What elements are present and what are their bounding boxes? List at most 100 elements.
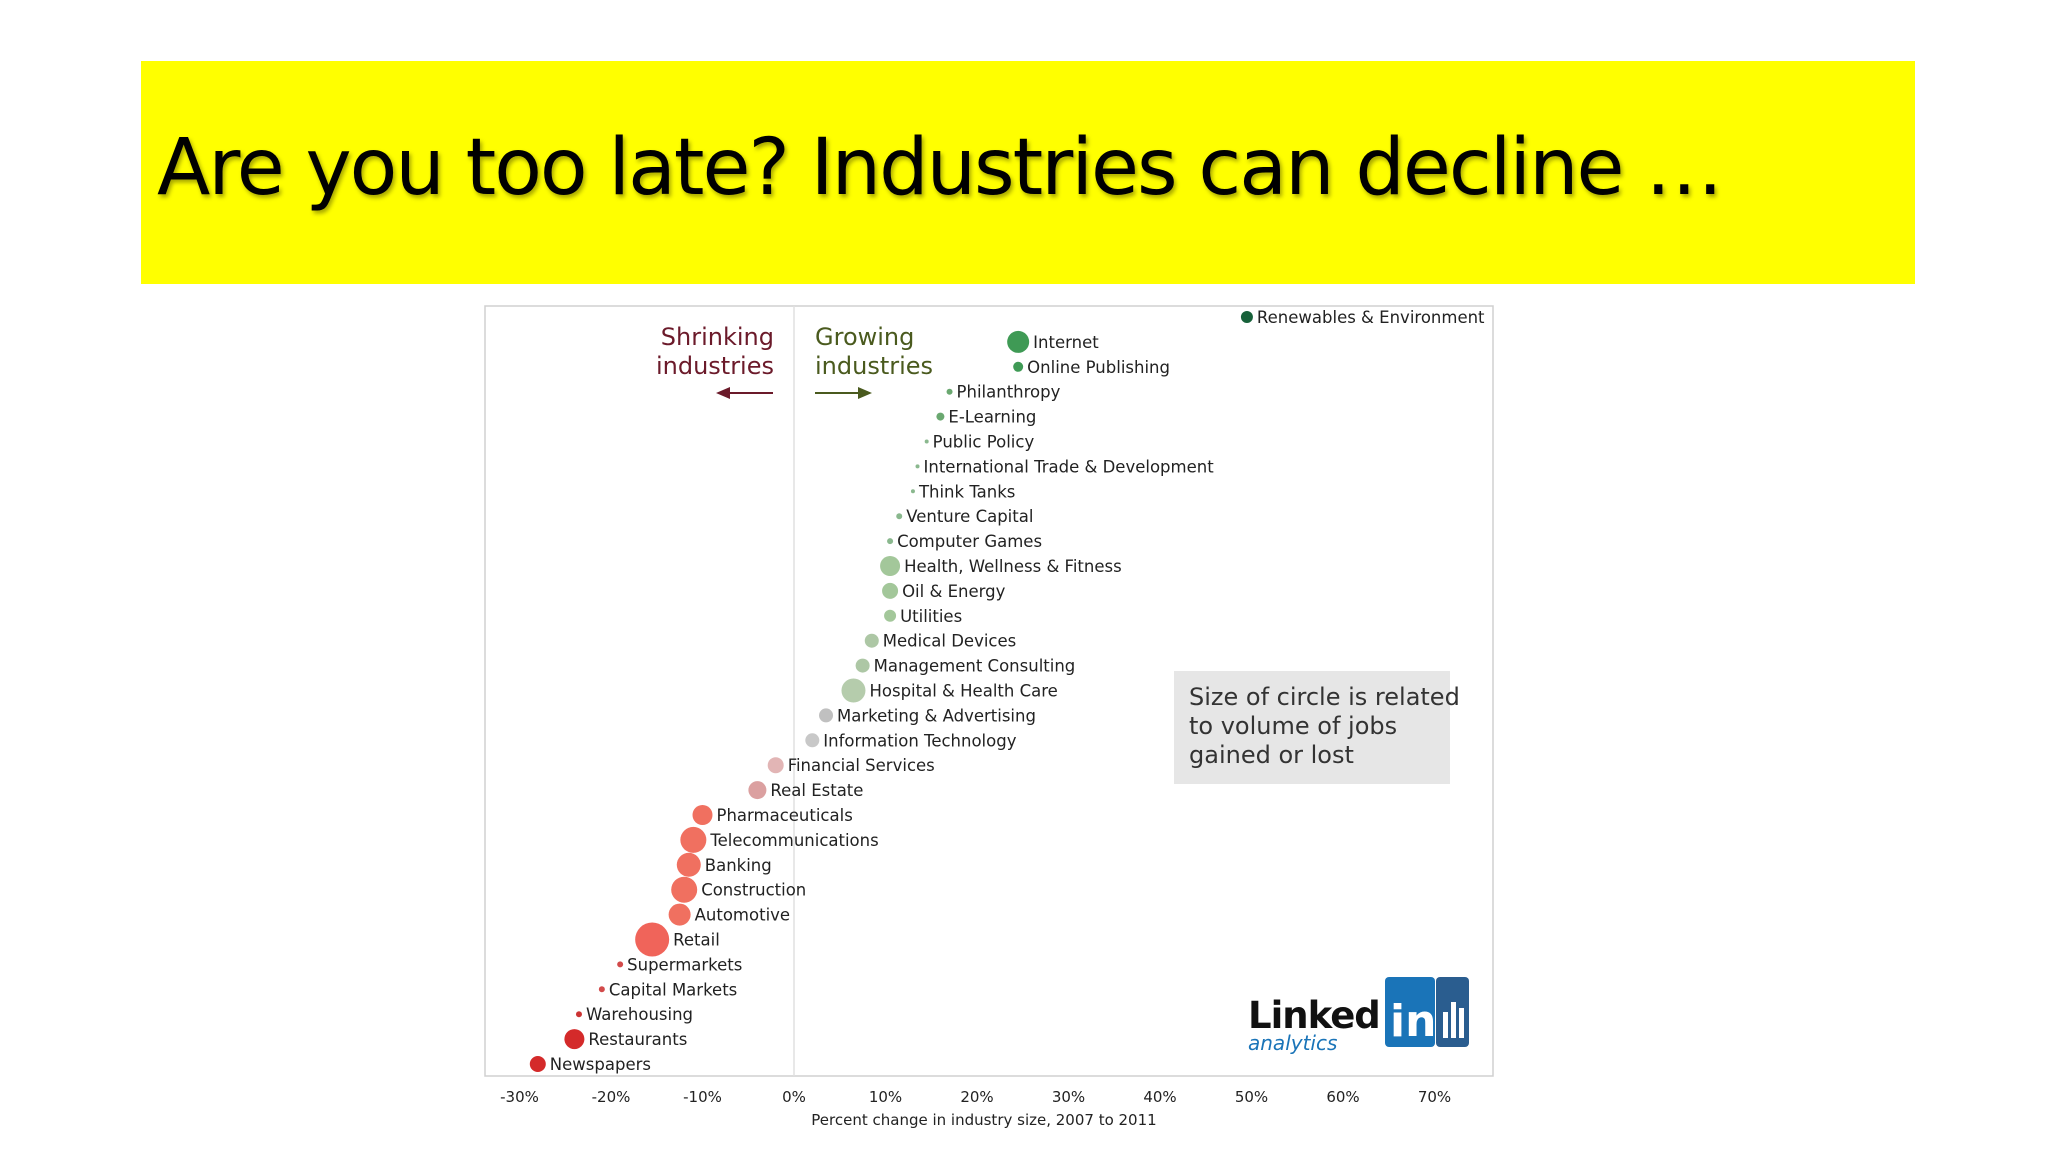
point-label: Information Technology xyxy=(823,731,1016,750)
point-label: Online Publishing xyxy=(1027,358,1170,377)
point-label: Management Consulting xyxy=(874,657,1076,676)
point-label: Supermarkets xyxy=(627,955,742,974)
logo-bar-3 xyxy=(1459,1008,1464,1038)
logo-bar-2 xyxy=(1451,1002,1456,1038)
growing-label-line2: industries xyxy=(815,352,933,380)
growing-arrowhead xyxy=(858,387,872,399)
point-label: Telecommunications xyxy=(709,831,878,850)
point-marker xyxy=(884,609,897,622)
point-label: Public Policy xyxy=(933,433,1035,452)
point-label: Renewables & Environment xyxy=(1257,308,1485,327)
point-marker xyxy=(896,513,903,520)
point-label: Think Tanks xyxy=(918,482,1015,501)
data-point: Computer Games xyxy=(887,532,1042,551)
point-marker xyxy=(880,556,901,576)
point-marker xyxy=(805,733,820,748)
logo-in-box xyxy=(1385,977,1435,1047)
point-label: Automotive xyxy=(695,906,790,925)
size-note-box xyxy=(1174,671,1450,784)
data-point: Oil & Energy xyxy=(882,582,1006,601)
x-tick-label: 30% xyxy=(1052,1088,1085,1106)
data-point: E-Learning xyxy=(936,408,1036,427)
point-marker xyxy=(1240,311,1253,323)
point-label: Computer Games xyxy=(897,532,1042,551)
point-label: Utilities xyxy=(900,607,962,626)
point-label: Internet xyxy=(1033,333,1099,352)
point-marker xyxy=(864,633,879,648)
point-marker xyxy=(767,757,784,774)
point-marker xyxy=(529,1056,546,1072)
data-point: Internet xyxy=(1007,330,1099,353)
point-label: Venture Capital xyxy=(906,507,1033,526)
point-label: Pharmaceuticals xyxy=(717,806,853,825)
data-point: Marketing & Advertising xyxy=(819,706,1036,725)
data-point: International Trade & Development xyxy=(915,457,1215,476)
data-point: Pharmaceuticals xyxy=(692,805,853,825)
data-point: Real Estate xyxy=(748,781,863,800)
x-tick-label: 40% xyxy=(1143,1088,1176,1106)
data-point: Financial Services xyxy=(767,756,935,775)
x-tick-label: 60% xyxy=(1326,1088,1359,1106)
x-tick-label: 70% xyxy=(1418,1088,1451,1106)
data-point: Renewables & Environment xyxy=(1240,308,1485,327)
logo-analytics-text: analytics xyxy=(1248,1031,1337,1055)
point-label: Marketing & Advertising xyxy=(837,706,1036,725)
point-marker xyxy=(671,876,698,903)
point-marker xyxy=(910,489,915,494)
point-marker xyxy=(882,582,899,599)
logo-linked-text: Linked xyxy=(1248,994,1380,1037)
data-point: Health, Wellness & Fitness xyxy=(880,556,1122,576)
point-label: Philanthropy xyxy=(957,383,1061,402)
point-marker xyxy=(855,658,870,673)
point-marker xyxy=(1013,361,1024,372)
point-label: E-Learning xyxy=(948,408,1036,427)
title-banner: Are you too late? Industries can decline… xyxy=(141,61,1915,284)
data-point: Online Publishing xyxy=(1013,358,1170,377)
data-point: Newspapers xyxy=(529,1055,651,1074)
point-label: Health, Wellness & Fitness xyxy=(904,557,1122,576)
point-marker xyxy=(819,708,834,723)
x-axis-ticks: -30% -20% -10% 0% 10% 20% 30% 40% 50% 60% 70% xyxy=(500,1088,1451,1106)
shrinking-arrowhead xyxy=(716,387,730,399)
data-point: Public Policy xyxy=(924,433,1035,452)
point-marker xyxy=(598,986,605,993)
logo-in-text: in xyxy=(1390,996,1436,1047)
slide-title: Are you too late? Industries can decline… xyxy=(157,123,1723,213)
x-tick-label: 20% xyxy=(960,1088,993,1106)
point-marker xyxy=(692,805,713,825)
point-marker xyxy=(668,903,691,926)
point-label: Real Estate xyxy=(770,781,863,800)
point-label: Banking xyxy=(705,856,772,875)
growing-label-line1: Growing xyxy=(815,323,914,351)
data-point: Hospital & Health Care xyxy=(841,678,1058,703)
data-point: Utilities xyxy=(884,607,962,626)
point-marker xyxy=(564,1029,585,1050)
point-label: Capital Markets xyxy=(609,980,737,999)
point-marker xyxy=(635,922,670,957)
point-label: International Trade & Development xyxy=(924,457,1215,476)
logo-bar-1 xyxy=(1443,1012,1448,1038)
point-marker xyxy=(924,439,929,444)
data-point: Construction xyxy=(671,876,806,903)
point-marker xyxy=(936,412,945,421)
x-tick-label: 50% xyxy=(1235,1088,1268,1106)
size-note-line1: Size of circle is related xyxy=(1189,683,1460,711)
point-label: Hospital & Health Care xyxy=(869,682,1057,701)
point-label: Construction xyxy=(701,881,806,900)
point-label: Retail xyxy=(673,931,720,950)
point-marker xyxy=(575,1011,582,1018)
data-point: Warehousing xyxy=(575,1005,693,1024)
data-point: Supermarkets xyxy=(617,955,742,974)
point-label: Medical Devices xyxy=(883,632,1016,651)
point-marker xyxy=(748,781,767,800)
data-point: Banking xyxy=(676,852,772,877)
data-point: Retail xyxy=(635,922,720,957)
point-marker xyxy=(617,961,624,968)
point-marker xyxy=(680,826,707,853)
point-marker xyxy=(841,678,866,703)
point-label: Restaurants xyxy=(588,1030,687,1049)
point-marker xyxy=(915,464,920,469)
x-tick-label: -30% xyxy=(500,1088,539,1106)
data-point: Venture Capital xyxy=(896,507,1033,526)
